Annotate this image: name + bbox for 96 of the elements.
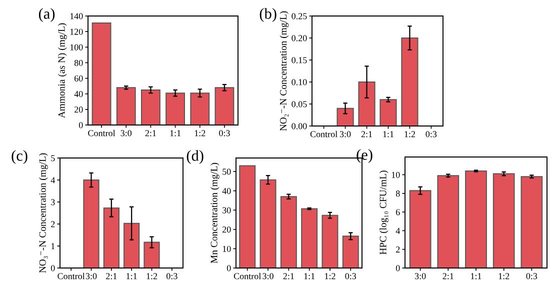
- bar: [116, 87, 136, 125]
- y-axis-title: NO₂⁻-N Concentration (mg/L): [280, 11, 289, 131]
- x-tick-label: 2:1: [442, 273, 454, 280]
- y-tick-label: 5: [51, 155, 55, 162]
- x-tick-label: 1:1: [126, 273, 137, 280]
- x-tick-label: 1:1: [471, 273, 482, 280]
- x-tick-label: 1:1: [304, 273, 315, 280]
- y-tick-label: 0.20: [292, 35, 307, 42]
- y-tick-label: 2: [396, 246, 400, 252]
- bar: [83, 180, 100, 268]
- y-tick-label: 100: [70, 44, 83, 50]
- x-tick-label: 2:1: [283, 273, 294, 280]
- bar: [301, 208, 318, 268]
- x-tick-label: 1:2: [146, 273, 158, 280]
- y-axis-title: Mn Concentration (mg/L): [210, 162, 220, 264]
- x-tick-label: 3:0: [120, 130, 132, 136]
- x-tick-label: 3:0: [86, 273, 97, 280]
- bar: [401, 38, 418, 126]
- y-tick-label: 140: [70, 13, 83, 20]
- y-tick-label: 20: [222, 226, 231, 233]
- y-tick-label: 8: [396, 190, 400, 197]
- x-tick-label: Control: [310, 130, 338, 138]
- y-tick-label: 6: [396, 209, 400, 216]
- y-tick-label: 4: [50, 177, 55, 184]
- y-tick-label: 0.05: [292, 101, 307, 108]
- x-tick-label: 0:3: [219, 130, 230, 136]
- y-axis-title: Ammonia (as N) (mg/L): [58, 23, 67, 118]
- x-tick-label: 1:1: [383, 131, 394, 138]
- bar: [260, 179, 276, 268]
- y-tick-label: 0: [226, 265, 231, 272]
- x-tick-label: 1:2: [325, 273, 336, 280]
- x-tick-label: 1:1: [170, 130, 181, 136]
- bar: [358, 82, 376, 126]
- x-tick-label: 2:1: [106, 273, 117, 280]
- chart-title: (d): [186, 150, 204, 164]
- bar: [322, 214, 338, 268]
- y-tick-label: 120: [70, 28, 83, 35]
- bar: [103, 207, 120, 268]
- bar: [92, 22, 112, 125]
- y-tick-label: 0.25: [292, 13, 307, 20]
- y-tick-label: 30: [222, 207, 231, 214]
- y-tick-label: 40: [74, 90, 83, 98]
- x-tick-label: 1:2: [498, 273, 510, 280]
- bar: [437, 175, 460, 268]
- x-tick-label: 0:3: [166, 273, 178, 280]
- y-axis-title: NO₃⁻-N Concentration (mg/L): [39, 153, 48, 273]
- y-tick-label: 50: [222, 168, 231, 175]
- bar: [380, 99, 397, 126]
- y-tick-label: 3: [51, 199, 55, 206]
- x-tick-label: 1:2: [194, 130, 206, 136]
- y-tick-label: 0.10: [292, 79, 307, 86]
- x-tick-label: 2:1: [361, 131, 372, 138]
- bar: [520, 176, 543, 268]
- bar: [342, 236, 359, 268]
- bar: [214, 87, 234, 125]
- y-tick-label: 80: [74, 60, 83, 66]
- y-axis-title: HPC (log₁₀ CFU/mL): [379, 170, 388, 254]
- y-tick-label: 4: [396, 228, 400, 234]
- y-tick-label: 20: [74, 106, 83, 113]
- bar: [336, 108, 354, 126]
- y-tick-label: 40: [222, 188, 231, 194]
- bar: [409, 190, 432, 268]
- y-tick-label: 1: [51, 243, 55, 250]
- x-tick-label: 3:0: [340, 131, 351, 138]
- bar: [280, 196, 297, 268]
- y-tick-label: 0: [78, 122, 83, 128]
- x-tick-label: 1:2: [404, 131, 415, 138]
- bar: [141, 89, 160, 125]
- x-tick-label: 3:0: [262, 273, 274, 280]
- x-tick-label: Control: [58, 272, 85, 280]
- y-tick-label: 0: [50, 265, 55, 272]
- x-tick-label: 2:1: [145, 130, 156, 136]
- bar: [166, 92, 185, 125]
- chart-title: (a): [38, 8, 55, 22]
- y-tick-label: 2: [51, 221, 55, 228]
- chart-title: (c): [12, 150, 28, 164]
- y-tick-label: 10: [392, 172, 400, 178]
- x-tick-label: 3:0: [414, 273, 426, 280]
- bar: [465, 170, 487, 268]
- bar: [239, 165, 256, 268]
- y-tick-label: 0.00: [292, 123, 307, 130]
- chart-title: (b): [260, 8, 276, 22]
- bar: [144, 242, 160, 268]
- x-tick-label: 0:3: [426, 131, 437, 138]
- x-tick-label: 0:3: [526, 273, 538, 280]
- y-tick-label: 10: [222, 246, 231, 252]
- x-tick-label: Control: [234, 272, 261, 280]
- bar: [190, 92, 210, 125]
- chart-title: (e): [356, 149, 372, 163]
- x-tick-label: 0:3: [345, 273, 356, 280]
- bar: [492, 173, 515, 268]
- x-tick-label: Control: [88, 130, 116, 136]
- y-tick-label: 0.15: [292, 57, 307, 64]
- y-tick-label: 0: [396, 265, 400, 272]
- bar: [124, 222, 140, 268]
- y-tick-label: 60: [74, 75, 83, 82]
